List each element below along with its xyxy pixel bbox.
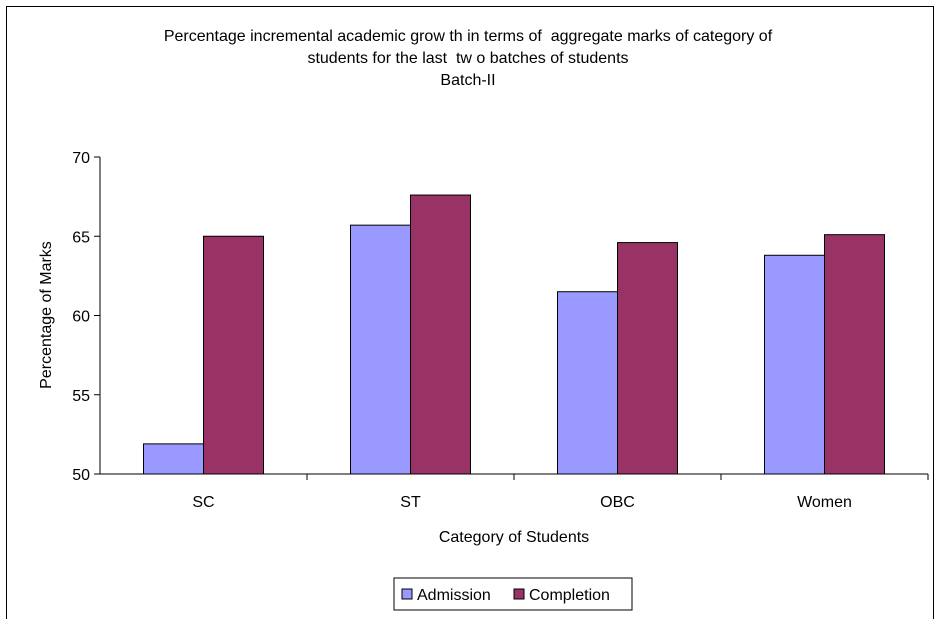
chart-title: Percentage incremental academic grow th … <box>163 28 773 45</box>
legend-label-completion: Completion <box>529 587 610 604</box>
chart-subtitle: Batch-II <box>440 72 496 89</box>
legend-swatch-completion <box>513 588 525 600</box>
y-tick-label: 50 <box>72 467 90 484</box>
x-tick-label: Women <box>797 494 852 511</box>
y-tick-label: 65 <box>72 229 90 246</box>
bar-completion <box>824 234 885 475</box>
chart-title-line2: students for the last tw o batches of st… <box>307 50 629 67</box>
legend-swatch-admission <box>401 588 413 600</box>
legend-label-admission: Admission <box>417 587 491 604</box>
chart-title-block: Percentage incremental academic grow th … <box>0 26 936 92</box>
bar-admission <box>350 224 411 475</box>
x-tick-label: OBC <box>600 494 635 511</box>
y-tick-label: 70 <box>72 150 90 167</box>
chart-frame <box>6 6 934 619</box>
bar-admission <box>764 254 825 475</box>
x-axis-label: Category of Students <box>439 529 589 546</box>
x-tick-label: ST <box>400 494 421 511</box>
y-axis-label: Percentage of Marks <box>38 241 55 389</box>
y-tick-label: 55 <box>72 388 90 405</box>
legend-box <box>393 577 633 611</box>
bar-completion <box>203 235 264 475</box>
legend: Admission Completion <box>393 577 633 611</box>
x-tick-label: SC <box>192 494 214 511</box>
bar-admission <box>143 443 204 475</box>
y-tick-label: 60 <box>72 309 90 326</box>
bar-completion <box>617 242 678 475</box>
bar-completion <box>410 194 471 475</box>
bar-admission <box>557 291 618 475</box>
